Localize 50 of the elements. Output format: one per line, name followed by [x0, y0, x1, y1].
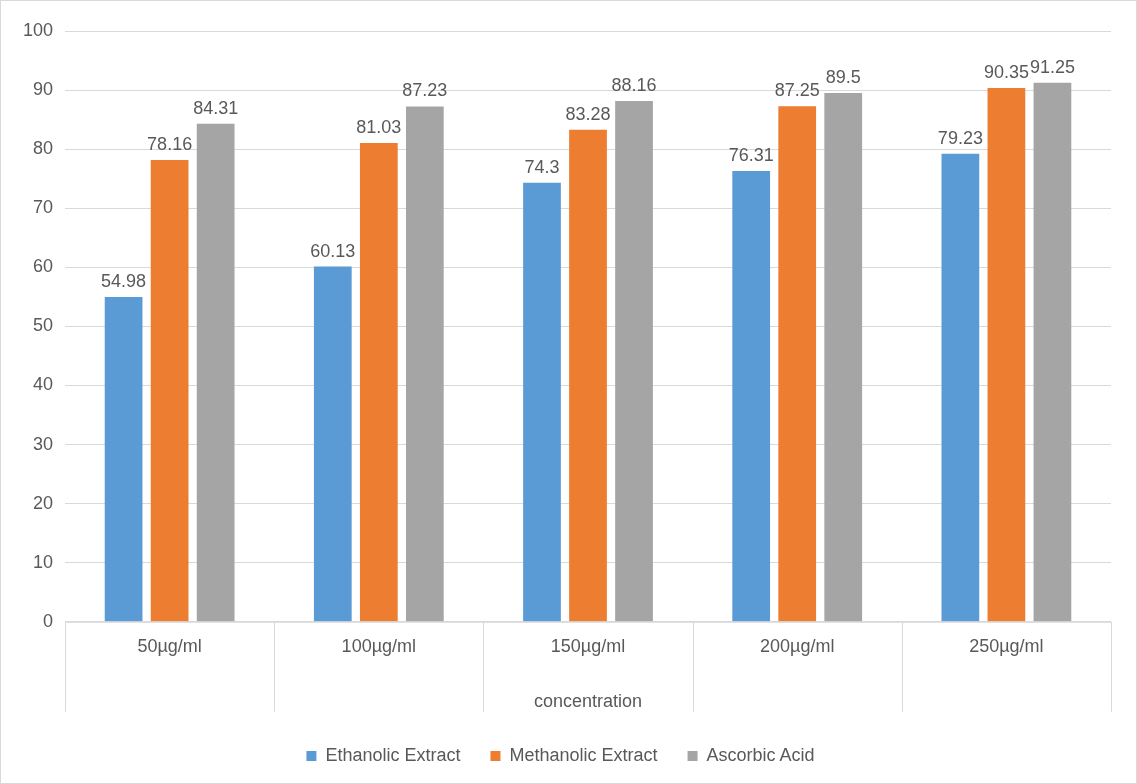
data-label: 60.13: [310, 240, 356, 261]
y-tick-label: 50: [33, 315, 54, 336]
bar: [405, 106, 444, 622]
y-tick-label: 80: [33, 138, 54, 159]
legend-label: Ethanolic Extract: [325, 744, 461, 765]
bar: [104, 296, 143, 622]
x-tick-label: 200µg/ml: [760, 635, 835, 656]
bar: [523, 182, 561, 622]
data-label: 81.03: [356, 117, 402, 138]
data-label: 54.98: [101, 270, 147, 291]
data-label: 91.25: [1029, 56, 1075, 77]
x-tick-label: 100µg/ml: [341, 635, 417, 656]
data-label: 84.31: [193, 97, 239, 118]
bar: [987, 88, 1026, 622]
bar: [196, 123, 235, 622]
x-tick-label: 250µg/ml: [969, 635, 1044, 656]
data-label: 89.5: [825, 67, 861, 87]
data-label: 79.23: [937, 127, 983, 148]
bar: [359, 143, 398, 622]
bar: [778, 106, 817, 622]
data-label: 90.35: [983, 61, 1029, 82]
y-tick-label: 60: [33, 256, 54, 277]
legend-label: Methanolic Extract: [509, 744, 658, 765]
data-label: 87.23: [402, 80, 448, 101]
y-tick-label: 40: [33, 374, 54, 395]
data-label: 78.16: [147, 134, 193, 154]
data-label: 88.16: [611, 74, 657, 95]
y-tick-label: 0: [43, 610, 54, 631]
data-label: 74.3: [524, 156, 560, 177]
bar: [313, 266, 352, 622]
data-label: 87.25: [774, 80, 820, 101]
y-tick-label: 30: [33, 433, 54, 454]
data-label: 83.28: [565, 103, 611, 124]
bar: [1033, 82, 1072, 622]
y-tick-label: 100: [22, 19, 54, 40]
x-axis-title: concentration: [533, 691, 643, 712]
y-tick-label: 20: [33, 492, 54, 513]
bar: [824, 93, 863, 622]
y-tick-label: 10: [33, 551, 54, 572]
legend-label: Ascorbic Acid: [706, 744, 815, 765]
y-tick-label: 70: [33, 197, 54, 218]
bar: [569, 129, 607, 622]
x-tick-label: 150µg/ml: [550, 635, 626, 656]
bar: [941, 153, 980, 622]
bar: [732, 170, 771, 622]
x-tick-label: 50µg/ml: [137, 635, 202, 656]
bar: [150, 160, 189, 622]
data-label: 76.31: [728, 144, 774, 165]
y-tick-label: 90: [33, 79, 54, 100]
bar: [615, 100, 653, 622]
